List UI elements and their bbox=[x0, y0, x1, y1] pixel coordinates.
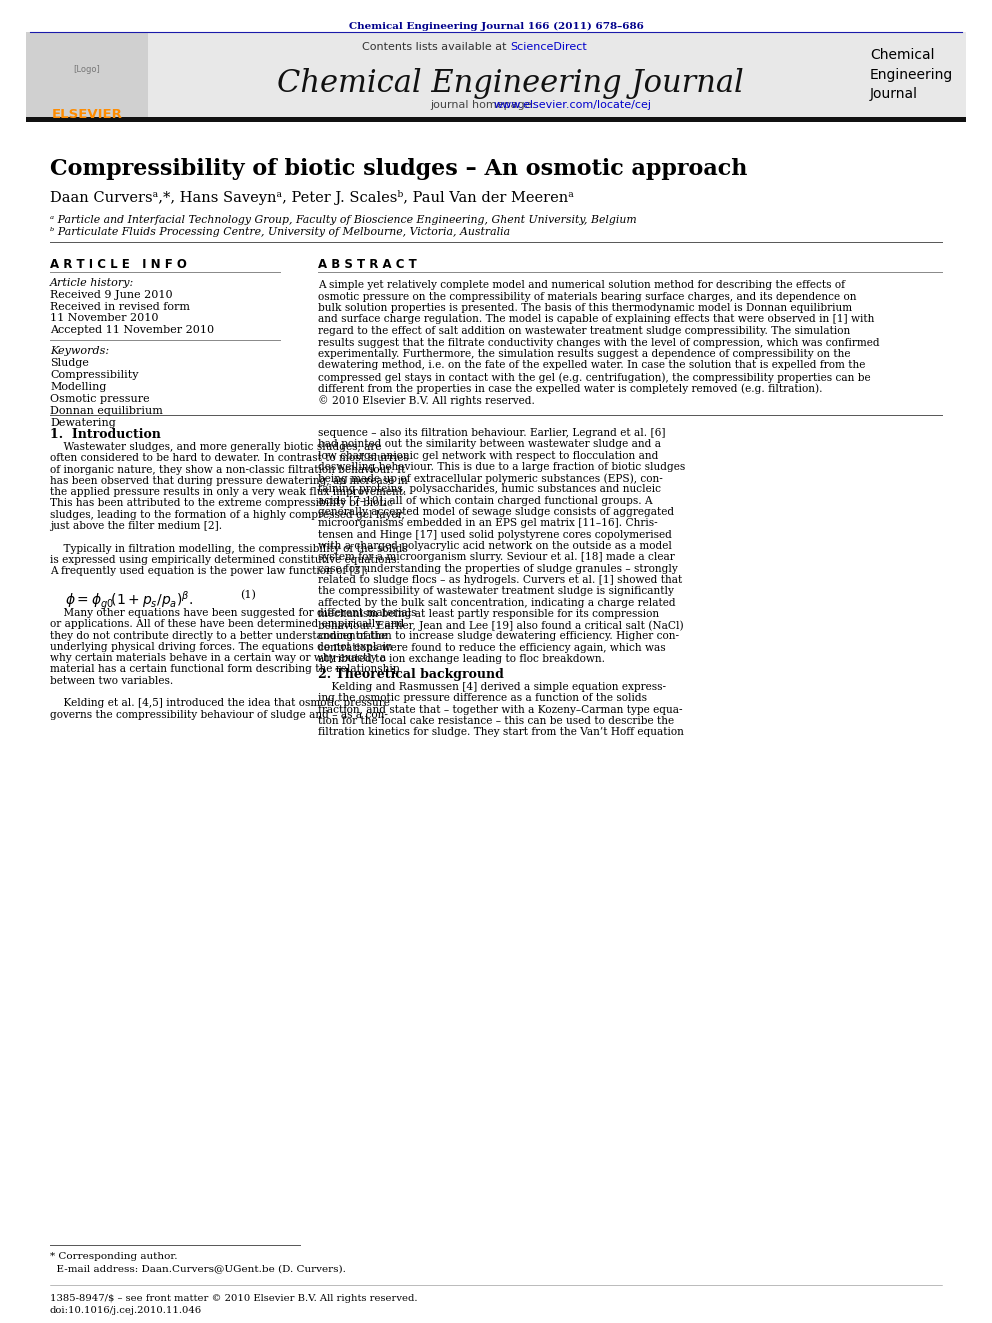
Text: filtration kinetics for sludge. They start from the Van’t Hoff equation: filtration kinetics for sludge. They sta… bbox=[318, 728, 683, 737]
Text: Typically in filtration modelling, the compressibility of the solids: Typically in filtration modelling, the c… bbox=[50, 544, 408, 554]
Text: related to sludge flocs – as hydrogels. Curvers et al. [1] showed that: related to sludge flocs – as hydrogels. … bbox=[318, 576, 682, 585]
Text: governs the compressibility behaviour of sludge and – as a con-: governs the compressibility behaviour of… bbox=[50, 709, 388, 720]
Text: sludges, leading to the formation of a highly compressed gel layer,: sludges, leading to the formation of a h… bbox=[50, 509, 405, 520]
Text: centrations were found to reduce the efficiency again, which was: centrations were found to reduce the eff… bbox=[318, 643, 666, 652]
Text: sequence – also its filtration behaviour. Earlier, Legrand et al. [6]: sequence – also its filtration behaviour… bbox=[318, 429, 666, 438]
Text: Wastewater sludges, and more generally biotic sludges, are: Wastewater sludges, and more generally b… bbox=[50, 442, 382, 452]
Text: acids [7–10], all of which contain charged functional groups. A: acids [7–10], all of which contain charg… bbox=[318, 496, 653, 505]
Text: often considered to be hard to dewater. In contrast to most slurries: often considered to be hard to dewater. … bbox=[50, 454, 409, 463]
Text: Article history:: Article history: bbox=[50, 278, 134, 288]
Text: concentration to increase sludge dewatering efficiency. Higher con-: concentration to increase sludge dewater… bbox=[318, 631, 679, 642]
Bar bbox=[26, 32, 148, 118]
Text: between two variables.: between two variables. bbox=[50, 676, 174, 685]
Text: www.elsevier.com/locate/cej: www.elsevier.com/locate/cej bbox=[494, 101, 652, 110]
Text: microorganisms embedded in an EPS gel matrix [11–16]. Chris-: microorganisms embedded in an EPS gel ma… bbox=[318, 519, 658, 528]
Text: material has a certain functional form describing the relationship: material has a certain functional form d… bbox=[50, 664, 400, 675]
Text: A B S T R A C T: A B S T R A C T bbox=[318, 258, 417, 271]
Text: experimentally. Furthermore, the simulation results suggest a dependence of comp: experimentally. Furthermore, the simulat… bbox=[318, 349, 850, 359]
Text: Sludge: Sludge bbox=[50, 359, 89, 368]
Text: Contents lists available at: Contents lists available at bbox=[362, 42, 510, 52]
Text: journal homepage:: journal homepage: bbox=[430, 101, 539, 110]
Text: Chemical Engineering Journal 166 (2011) 678–686: Chemical Engineering Journal 166 (2011) … bbox=[348, 22, 644, 32]
Text: ScienceDirect: ScienceDirect bbox=[510, 42, 586, 52]
Text: taining proteins, polysaccharides, humic substances and nucleic: taining proteins, polysaccharides, humic… bbox=[318, 484, 661, 495]
Text: Donnan equilibrium: Donnan equilibrium bbox=[50, 406, 163, 415]
Text: Kelding et al. [4,5] introduced the idea that osmotic pressure: Kelding et al. [4,5] introduced the idea… bbox=[50, 699, 390, 708]
Text: Received in revised form: Received in revised form bbox=[50, 302, 190, 312]
Text: and surface charge regulation. The model is capable of explaining effects that w: and surface charge regulation. The model… bbox=[318, 315, 874, 324]
Text: Chemical Engineering Journal: Chemical Engineering Journal bbox=[277, 67, 743, 99]
Text: Kelding and Rasmussen [4] derived a simple equation express-: Kelding and Rasmussen [4] derived a simp… bbox=[318, 681, 666, 692]
Text: has been observed that during pressure dewatering, an increase in: has been observed that during pressure d… bbox=[50, 476, 408, 486]
Text: is expressed using empirically determined constitutive equations.: is expressed using empirically determine… bbox=[50, 556, 400, 565]
Text: A simple yet relatively complete model and numerical solution method for describ: A simple yet relatively complete model a… bbox=[318, 280, 845, 290]
Text: ᵇ Particulate Fluids Processing Centre, University of Melbourne, Victoria, Austr: ᵇ Particulate Fluids Processing Centre, … bbox=[50, 228, 510, 237]
Text: compressed gel stays in contact with the gel (e.g. centrifugation), the compress: compressed gel stays in contact with the… bbox=[318, 372, 871, 382]
Text: A frequently used equation is the power law function of [3]:: A frequently used equation is the power … bbox=[50, 566, 368, 577]
Text: * Corresponding author.: * Corresponding author. bbox=[50, 1252, 178, 1261]
Text: behaviour. Earlier, Jean and Lee [19] also found a critical salt (NaCl): behaviour. Earlier, Jean and Lee [19] al… bbox=[318, 620, 683, 631]
Text: results suggest that the filtrate conductivity changes with the level of compres: results suggest that the filtrate conduc… bbox=[318, 337, 880, 348]
Text: they do not contribute directly to a better understanding of the: they do not contribute directly to a bet… bbox=[50, 631, 387, 640]
Text: different from the properties in case the expelled water is completely removed (: different from the properties in case th… bbox=[318, 384, 822, 394]
Text: regard to the effect of salt addition on wastewater treatment sludge compressibi: regard to the effect of salt addition on… bbox=[318, 325, 850, 336]
Text: dewatering method, i.e. on the fate of the expelled water. In case the solution : dewatering method, i.e. on the fate of t… bbox=[318, 360, 865, 370]
Text: 11 November 2010: 11 November 2010 bbox=[50, 314, 159, 323]
Text: $\phi = \phi_{g0}\!\left(1 + p_s/p_a\right)^\beta.$: $\phi = \phi_{g0}\!\left(1 + p_s/p_a\rig… bbox=[65, 590, 193, 613]
Text: doi:10.1016/j.cej.2010.11.046: doi:10.1016/j.cej.2010.11.046 bbox=[50, 1306, 202, 1315]
Text: ᵃ Particle and Interfacial Technology Group, Faculty of Bioscience Engineering, : ᵃ Particle and Interfacial Technology Gr… bbox=[50, 216, 637, 225]
Text: case for understanding the properties of sludge granules – strongly: case for understanding the properties of… bbox=[318, 564, 678, 574]
Text: bulk solution properties is presented. The basis of this thermodynamic model is : bulk solution properties is presented. T… bbox=[318, 303, 852, 314]
Text: osmotic pressure on the compressibility of materials bearing surface charges, an: osmotic pressure on the compressibility … bbox=[318, 291, 856, 302]
Text: Daan Curversᵃ,*, Hans Saveynᵃ, Peter J. Scalesᵇ, Paul Van der Meerenᵃ: Daan Curversᵃ,*, Hans Saveynᵃ, Peter J. … bbox=[50, 191, 574, 205]
Text: Accepted 11 November 2010: Accepted 11 November 2010 bbox=[50, 325, 214, 335]
Text: had pointed out the similarity between wastewater sludge and a: had pointed out the similarity between w… bbox=[318, 439, 661, 450]
Text: tensen and Hinge [17] used solid polystyrene cores copolymerised: tensen and Hinge [17] used solid polysty… bbox=[318, 529, 672, 540]
Text: 2. Theoretical background: 2. Theoretical background bbox=[318, 668, 504, 681]
Text: system for a microorganism slurry. Seviour et al. [18] made a clear: system for a microorganism slurry. Sevio… bbox=[318, 552, 675, 562]
Text: Compressibility: Compressibility bbox=[50, 370, 139, 380]
Text: affected by the bulk salt concentration, indicating a charge related: affected by the bulk salt concentration,… bbox=[318, 598, 676, 607]
Text: the applied pressure results in only a very weak flux improvement.: the applied pressure results in only a v… bbox=[50, 487, 407, 497]
Text: generally accepted model of sewage sludge consists of aggregated: generally accepted model of sewage sludg… bbox=[318, 507, 675, 517]
Text: 1.  Introduction: 1. Introduction bbox=[50, 429, 161, 441]
Text: ing the osmotic pressure difference as a function of the solids: ing the osmotic pressure difference as a… bbox=[318, 693, 647, 704]
Text: with a charged polyacrylic acid network on the outside as a model: with a charged polyacrylic acid network … bbox=[318, 541, 672, 550]
Bar bbox=[26, 116, 966, 122]
Text: (1): (1) bbox=[240, 590, 256, 601]
Text: Keywords:: Keywords: bbox=[50, 347, 109, 356]
Text: Received 9 June 2010: Received 9 June 2010 bbox=[50, 290, 173, 300]
Text: tion for the local cake resistance – this can be used to describe the: tion for the local cake resistance – thi… bbox=[318, 716, 675, 726]
Text: 1385-8947/$ – see front matter © 2010 Elsevier B.V. All rights reserved.: 1385-8947/$ – see front matter © 2010 El… bbox=[50, 1294, 418, 1303]
Text: low charge anionic gel network with respect to flocculation and: low charge anionic gel network with resp… bbox=[318, 451, 659, 460]
Text: Modelling: Modelling bbox=[50, 382, 106, 392]
Text: mechanism being at least partly responsible for its compression: mechanism being at least partly responsi… bbox=[318, 609, 659, 619]
Text: just above the filter medium [2].: just above the filter medium [2]. bbox=[50, 521, 222, 531]
Text: Many other equations have been suggested for different materials: Many other equations have been suggested… bbox=[50, 609, 417, 618]
Bar bbox=[26, 32, 966, 118]
Text: A R T I C L E   I N F O: A R T I C L E I N F O bbox=[50, 258, 186, 271]
Text: underlying physical driving forces. The equations do not explain: underlying physical driving forces. The … bbox=[50, 642, 393, 652]
Text: why certain materials behave in a certain way or why exactly a: why certain materials behave in a certai… bbox=[50, 654, 386, 663]
Text: E-mail address: Daan.Curvers@UGent.be (D. Curvers).: E-mail address: Daan.Curvers@UGent.be (D… bbox=[50, 1263, 346, 1273]
Text: Compressibility of biotic sludges – An osmotic approach: Compressibility of biotic sludges – An o… bbox=[50, 157, 747, 180]
Text: fraction, and state that – together with a Kozeny–Carman type equa-: fraction, and state that – together with… bbox=[318, 705, 682, 714]
Text: the compressibility of wastewater treatment sludge is significantly: the compressibility of wastewater treatm… bbox=[318, 586, 674, 597]
Text: This has been attributed to the extreme compressibility of biotic: This has been attributed to the extreme … bbox=[50, 499, 393, 508]
Text: being made up of extracellular polymeric substances (EPS), con-: being made up of extracellular polymeric… bbox=[318, 474, 663, 484]
Text: Osmotic pressure: Osmotic pressure bbox=[50, 394, 150, 404]
Text: of inorganic nature, they show a non-classic filtration behaviour. It: of inorganic nature, they show a non-cla… bbox=[50, 464, 406, 475]
Text: [Logo]: [Logo] bbox=[73, 65, 100, 74]
Text: or applications. All of these have been determined empirically and: or applications. All of these have been … bbox=[50, 619, 405, 630]
Text: Dewatering: Dewatering bbox=[50, 418, 116, 429]
Text: © 2010 Elsevier B.V. All rights reserved.: © 2010 Elsevier B.V. All rights reserved… bbox=[318, 396, 535, 406]
Text: attributed to ion exchange leading to floc breakdown.: attributed to ion exchange leading to fl… bbox=[318, 654, 605, 664]
Text: deswelling behaviour. This is due to a large fraction of biotic sludges: deswelling behaviour. This is due to a l… bbox=[318, 462, 685, 472]
Text: ELSEVIER: ELSEVIER bbox=[52, 108, 122, 120]
Text: Chemical
Engineering
Journal: Chemical Engineering Journal bbox=[870, 48, 953, 101]
